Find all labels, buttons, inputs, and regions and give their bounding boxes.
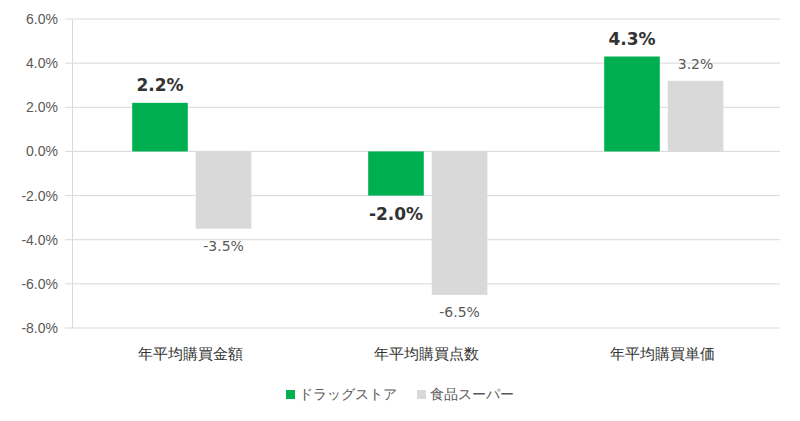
grid-line: [65, 328, 780, 329]
x-tick: 年平均購買単価: [610, 345, 715, 362]
grid-line: [65, 63, 780, 64]
y-tick: -2.0%: [21, 188, 72, 204]
y-tick-label: -8.0%: [21, 320, 58, 336]
bar: [432, 151, 488, 294]
bar: [132, 103, 188, 152]
y-tick: -8.0%: [21, 320, 72, 336]
data-label: -2.0%: [369, 204, 423, 224]
bars: [132, 57, 723, 295]
y-tick-label: -6.0%: [21, 276, 58, 292]
grid: [65, 19, 780, 328]
data-label: 3.2%: [678, 56, 714, 72]
x-axis: 年平均購買金額 年平均購買点数 年平均購買単価: [138, 345, 715, 362]
bar: [368, 151, 424, 195]
chart: -8.0% -6.0% -4.0% -2.0% 0.0% 2.0% 4.0% 6.0% 年平均購…: [0, 0, 800, 421]
y-tick-label: -4.0%: [21, 232, 58, 248]
legend-label: 食品スーパー: [430, 386, 514, 402]
data-label: 2.2%: [136, 75, 183, 95]
x-tick: 年平均購買点数: [374, 345, 479, 362]
y-axis: -8.0% -6.0% -4.0% -2.0% 0.0% 2.0% 4.0% 6.0%: [21, 11, 72, 336]
legend-item: 食品スーパー: [417, 386, 514, 402]
bar: [604, 57, 660, 152]
data-label: -6.5%: [439, 304, 480, 320]
grid-line: [65, 239, 780, 240]
y-tick: 6.0%: [26, 11, 72, 27]
y-tick: 4.0%: [26, 55, 72, 71]
x-tick-label: 年平均購買単価: [610, 345, 715, 362]
bar: [668, 81, 724, 152]
y-axis-line: [72, 20, 73, 329]
data-labels: 2.2% -2.0% 4.3% -3.5% -6.5% 3.2%: [136, 29, 713, 320]
y-tick-label: 0.0%: [26, 143, 58, 159]
legend-item: ドラッグストア: [286, 386, 397, 402]
y-tick-label: 4.0%: [26, 55, 58, 71]
legend: ドラッグストア 食品スーパー: [286, 386, 514, 402]
y-tick-label: 6.0%: [26, 11, 58, 27]
x-tick-label: 年平均購買点数: [374, 345, 479, 362]
legend-label: ドラッグストア: [299, 386, 397, 402]
y-tick-label: -2.0%: [21, 188, 58, 204]
grid-line: [65, 19, 780, 20]
y-tick: 2.0%: [26, 99, 72, 115]
data-label: -3.5%: [203, 238, 244, 254]
legend-swatch: [286, 390, 295, 399]
y-tick: -6.0%: [21, 276, 72, 292]
data-label: 4.3%: [608, 29, 655, 49]
plot: -8.0% -6.0% -4.0% -2.0% 0.0% 2.0% 4.0% 6.0% 年平均購…: [21, 11, 780, 362]
bar: [196, 151, 252, 228]
y-tick-label: 2.0%: [26, 99, 58, 115]
y-tick: -4.0%: [21, 232, 72, 248]
x-tick: 年平均購買金額: [138, 345, 243, 362]
x-tick-label: 年平均購買金額: [138, 345, 243, 362]
y-tick: 0.0%: [26, 143, 72, 159]
grid-line: [65, 283, 780, 284]
legend-swatch: [417, 390, 426, 399]
